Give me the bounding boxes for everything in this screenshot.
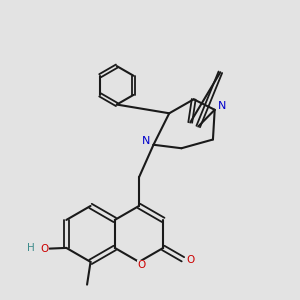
Text: O: O xyxy=(40,244,49,254)
Text: N: N xyxy=(218,101,226,111)
Text: H: H xyxy=(27,243,34,253)
Text: O: O xyxy=(138,260,146,270)
Text: N: N xyxy=(142,136,150,146)
Text: O: O xyxy=(187,255,195,265)
